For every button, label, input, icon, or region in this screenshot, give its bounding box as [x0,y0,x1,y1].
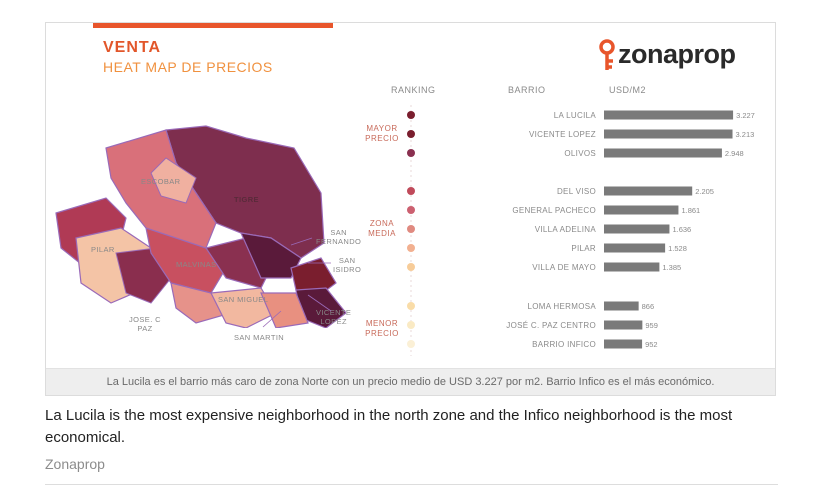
value-label: 1.385 [662,263,681,272]
map-label-vicente-lopez: VICENTE LOPEZ [316,308,351,326]
group-label-mayor-precio: MAYOR PRECIO [352,124,412,144]
category-label: DEL VISO [557,187,596,196]
price-bar [604,205,679,215]
price-bar [604,224,670,234]
key-icon [599,39,615,70]
category-label: JOSÉ C. PAZ CENTRO [506,321,596,330]
map-region-malvinas [170,282,233,324]
usd-m2-header: USD/M2 [609,85,647,95]
price-bar [604,301,639,311]
map-label-san-fernando-line2: FERNANDO [316,237,362,246]
group-label-zona-media: ZONA MEDIA [352,219,412,239]
footer-band: La Lucila es el barrio más caro de zona … [46,368,775,395]
ranking-dot [407,130,415,138]
map-label-jose-c-paz-line1: JOSE. C [129,315,161,324]
zonaprop-logo: zonaprop [598,37,768,77]
ranking-header: RANKING [391,85,436,95]
map-label-vicente-lopez-line1: VICENTE [316,308,352,317]
ranking-dot [407,149,415,157]
divider [45,484,778,485]
infographic-title: VENTA [103,39,162,56]
map-label-jose-c-paz-line2: PAZ [137,324,153,333]
map-label-san-isidro: SAN ISIDRO [333,256,361,274]
value-label: 3.213 [736,130,755,139]
group-label-menor-line2: PRECIO [365,329,399,338]
price-bar [604,186,693,196]
map-label-san-miguel: SAN MIGUEL [218,295,269,304]
value-label: 1.861 [681,206,700,215]
category-label: VILLA ADELINA [535,225,597,234]
value-label: 3.227 [736,111,755,120]
map-label-pilar: PILAR [91,245,115,254]
price-bar [604,129,733,139]
category-label: GENERAL PACHECO [512,206,596,215]
category-label: LOMA HERMOSA [527,302,596,311]
value-label: 959 [645,321,658,330]
group-label-mayor-line1: MAYOR [366,124,398,133]
ranking-dot [407,111,415,119]
map-region-san-miguel [210,287,277,328]
map-label-san-fernando-line1: SAN [330,228,347,237]
ranking-dot [407,187,415,195]
price-bar [604,262,660,272]
image-caption: La Lucila is the most expensive neighbor… [45,407,733,446]
category-label: LA LUCILA [554,111,597,120]
map-label-san-martin: SAN MARTIN [234,333,285,342]
map-label-san-fernando: SAN FERNANDO [316,228,361,246]
group-label-menor-line1: MENOR [365,319,399,328]
value-label: 2.205 [695,187,714,196]
map-label-vicente-lopez-line2: LOPEZ [320,317,347,326]
group-label-zona-line2: MEDIA [368,229,396,238]
group-label-mayor-line2: PRECIO [365,134,399,143]
map-label-tigre: TIGRE [234,195,259,204]
ranking-dot [407,302,415,310]
barrio-header: BARRIO [508,85,546,95]
map-label-malvinas: MALVINAS [176,260,217,269]
map-label-escobar: ESCOBAR [141,177,181,186]
map-label-san-isidro-line2: ISIDRO [333,265,362,274]
price-bar [604,243,666,253]
ranking-dot [407,340,415,348]
ranking-dot [407,263,415,271]
heat-map [55,125,346,328]
price-bar [604,320,643,330]
brand-name: zonaprop [618,39,736,69]
value-label: 866 [642,302,655,311]
ranking-dot [407,321,415,329]
group-label-zona-line1: ZONA [369,219,395,228]
price-bar [604,110,734,120]
map-region-escobar-north [150,157,197,204]
price-bar [604,148,722,158]
footer-text: La Lucila es el barrio más caro de zona … [106,376,715,388]
category-label: PILAR [571,244,596,253]
infographic-figure: VENTA HEAT MAP DE PRECIOS zonaprop RANKI… [45,22,776,396]
ranking-dot [407,225,415,233]
ranking-dot [407,244,415,252]
infographic-subtitle: HEAT MAP DE PRECIOS [103,59,273,75]
category-label: BARRIO INFICO [532,340,596,349]
price-bar [604,339,643,349]
category-label: OLIVOS [564,149,596,158]
accent-bar [93,23,333,28]
map-label-san-isidro-line1: SAN [338,256,356,265]
category-label: VICENTE LOPEZ [529,130,596,139]
value-label: 952 [645,340,658,349]
value-label: 1.528 [668,244,687,253]
group-label-menor-precio: MENOR PRECIO [352,319,412,339]
ranking-dot [407,206,415,214]
value-label: 1.636 [672,225,691,234]
map-label-jose-c-paz: JOSE. C PAZ [129,315,161,333]
price-bar-chart: LA LUCILA 3.227 VICENTE LOPEZ 3.213 OLIVOS 2.… [407,105,755,356]
image-credit: Zonaprop [45,456,105,472]
value-label: 2.948 [725,149,744,158]
category-label: VILLA DE MAYO [532,263,596,272]
